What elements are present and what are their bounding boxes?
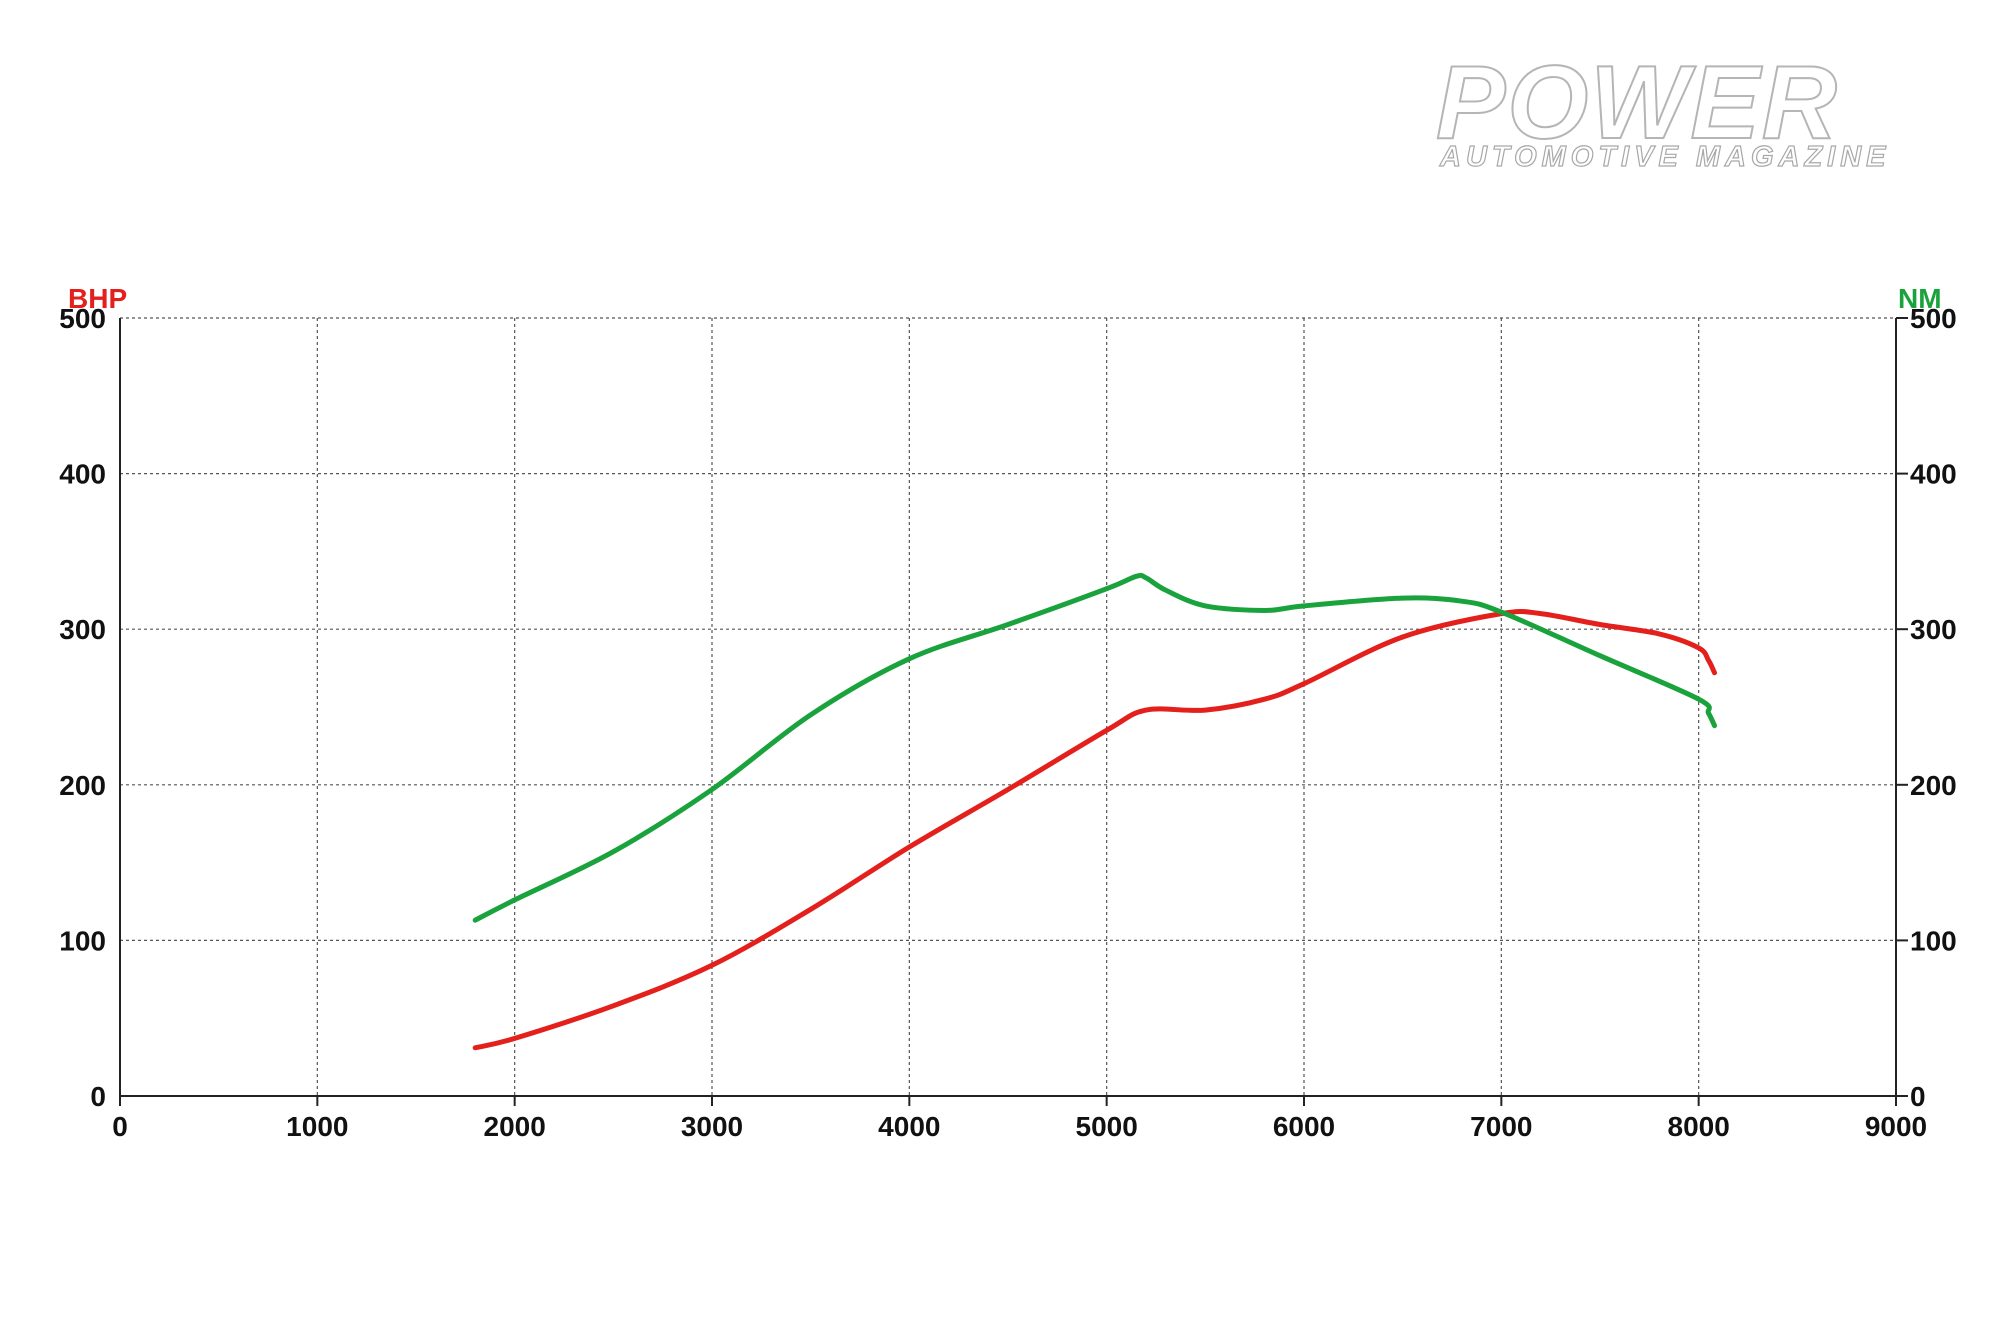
y-left-tick-label-2: 200	[59, 770, 106, 801]
y-left-tick-label-4: 400	[59, 459, 106, 490]
y-left-tick-label-0: 0	[90, 1081, 106, 1112]
x-tick-label-1: 1000	[286, 1111, 348, 1142]
logo-subtitle: AUTOMOTIVE MAGAZINE	[1439, 141, 1891, 172]
y-right-axis-title: NM	[1898, 283, 1942, 314]
y-left-axis-title: BHP	[68, 283, 127, 314]
chart-ticks: 0 1000 2000 3000 4000 5000 6000 7000 8000 9000010…	[59, 303, 1956, 1142]
x-tick-label-7: 7000	[1470, 1111, 1532, 1142]
y-left-tick-label-3: 300	[59, 614, 106, 645]
y-right-tick-label-3: 300	[1910, 614, 1957, 645]
y-left-tick-label-5: 500	[59, 303, 106, 334]
x-tick-label-5: 5000	[1076, 1111, 1138, 1142]
chart-grid	[120, 317, 1896, 1096]
x-tick-label-8: 8000	[1668, 1111, 1730, 1142]
x-tick-label-2: 2000	[484, 1111, 546, 1142]
y-right-tick-label-2: 200	[1910, 770, 1957, 801]
power-magazine-logo: POWER AUTOMOTIVE MAGAZINE	[1435, 52, 1891, 172]
bhp-curve	[472, 608, 1717, 1051]
x-tick-label-0: 0	[112, 1111, 128, 1142]
y-right-tick-label-5: 500	[1910, 303, 1957, 334]
x-tick-label-9: 9000	[1865, 1111, 1927, 1142]
y-right-tick-label-0: 0	[1910, 1081, 1926, 1112]
x-tick-label-6: 6000	[1273, 1111, 1335, 1142]
y-left-tick-label-1: 100	[59, 925, 106, 956]
x-tick-label-3: 3000	[681, 1111, 743, 1142]
y-right-tick-label-4: 400	[1910, 459, 1957, 490]
chart-axes	[119, 318, 1897, 1097]
chart-series	[472, 572, 1717, 1051]
logo-title: POWER	[1436, 52, 1839, 161]
nm-curve	[472, 572, 1717, 923]
y-right-tick-label-1: 100	[1910, 925, 1957, 956]
x-tick-label-4: 4000	[878, 1111, 940, 1142]
